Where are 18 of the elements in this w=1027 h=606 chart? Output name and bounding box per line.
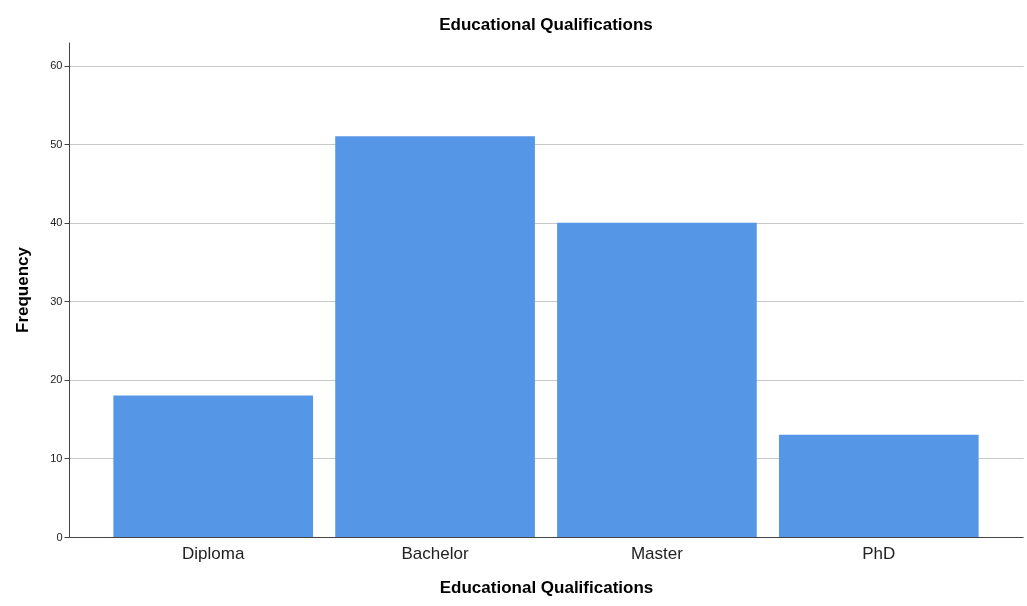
bar bbox=[113, 395, 314, 537]
bar bbox=[557, 222, 757, 537]
x-axis-title: Educational Qualifications bbox=[439, 577, 654, 597]
y-axis-title: Frequency bbox=[13, 246, 33, 333]
y-tick-label: 20 bbox=[50, 373, 63, 386]
x-tick-label: PhD bbox=[862, 543, 896, 563]
x-tick-label: Bachelor bbox=[401, 543, 469, 563]
bar bbox=[335, 136, 535, 537]
x-tick-label: Diploma bbox=[182, 543, 245, 563]
y-tick-label: 0 bbox=[56, 530, 63, 543]
chart-title: Educational Qualifications bbox=[439, 15, 653, 34]
y-tick-label: 40 bbox=[50, 216, 63, 229]
y-tick-label: 50 bbox=[50, 137, 63, 150]
y-tick-label: 30 bbox=[50, 294, 63, 307]
y-tick-label: 10 bbox=[50, 451, 63, 464]
y-tick-label: 60 bbox=[50, 59, 63, 72]
x-tick-label: Master bbox=[630, 543, 684, 563]
bar bbox=[778, 434, 979, 537]
